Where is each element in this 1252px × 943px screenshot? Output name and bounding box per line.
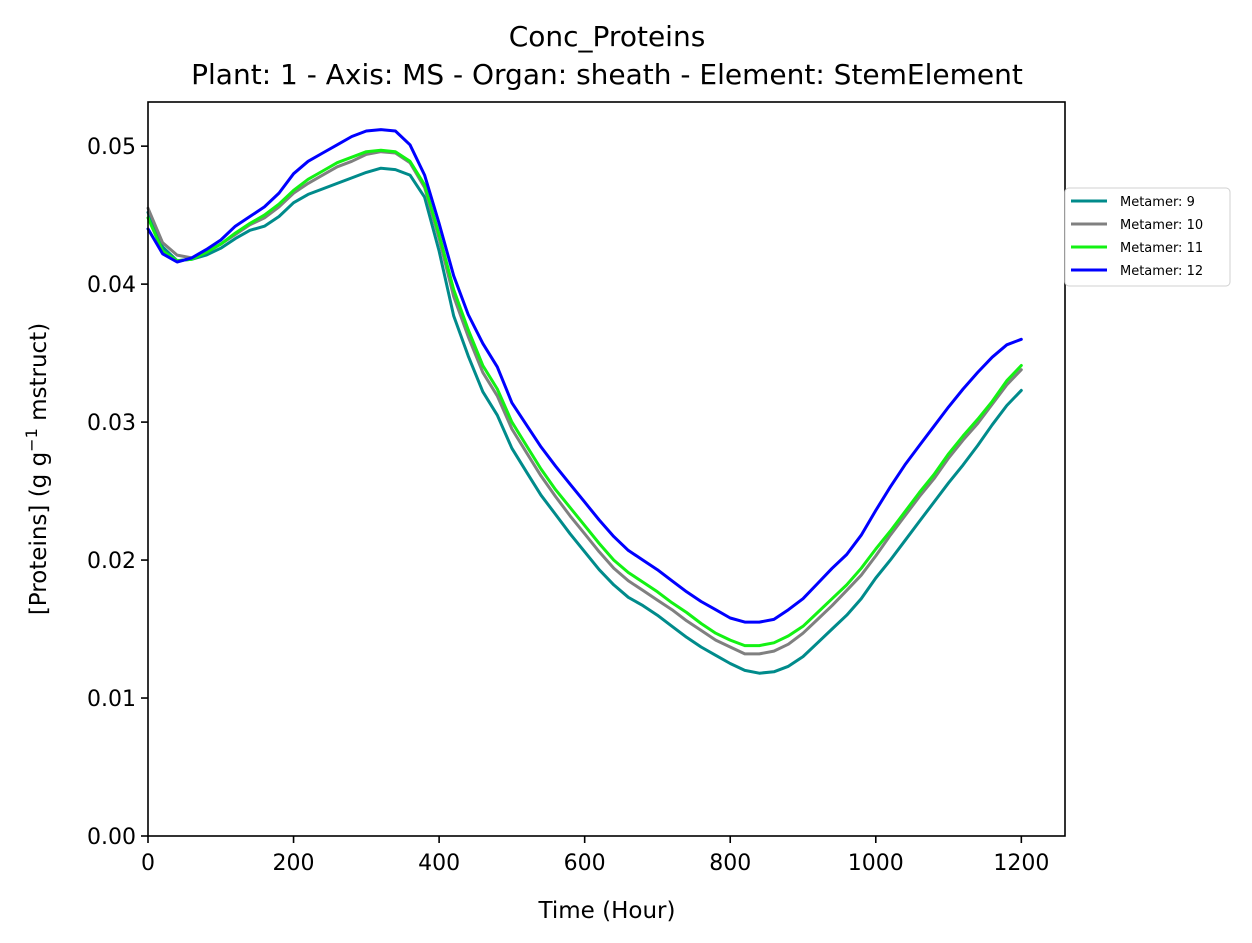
y-tick-label: 0.01 bbox=[87, 687, 136, 712]
chart-subtitle: Plant: 1 - Axis: MS - Organ: sheath - El… bbox=[191, 58, 1023, 91]
plot-frame bbox=[147, 101, 1066, 837]
x-axis-label: Time (Hour) bbox=[538, 898, 676, 924]
x-tick-label: 800 bbox=[709, 851, 751, 876]
plot-lines bbox=[146, 128, 1023, 675]
y-tick-label: 0.04 bbox=[87, 273, 136, 298]
x-tick-label: 1000 bbox=[848, 851, 904, 876]
y-axis-label-main: [Proteins] (g g bbox=[26, 452, 52, 615]
y-tick-label: 0.03 bbox=[87, 411, 136, 436]
y-tick-label: 0.05 bbox=[87, 135, 136, 160]
legend-box bbox=[1064, 187, 1231, 287]
series-line-metamer-10 bbox=[146, 150, 1023, 656]
chart-title-group: Conc_Proteins Plant: 1 - Axis: MS - Orga… bbox=[191, 20, 1023, 91]
x-tick-label: 600 bbox=[564, 851, 606, 876]
series-line-metamer-11 bbox=[146, 148, 1023, 648]
y-tick-label: 0.02 bbox=[87, 549, 136, 574]
y-axis-label-exponent: −1 bbox=[22, 428, 41, 452]
x-tick-label: 0 bbox=[141, 851, 155, 876]
y-axis-label-tail: mstruct) bbox=[26, 323, 52, 428]
x-axis: 0 200 400 600 800 1000 1200 bbox=[141, 836, 1049, 876]
x-tick-label: 400 bbox=[418, 851, 460, 876]
x-tick-label: 200 bbox=[273, 851, 315, 876]
y-axis-label: [Proteins] (g g−1 mstruct) bbox=[22, 323, 52, 615]
legend-label: Metamer: 9 bbox=[1120, 195, 1195, 210]
y-axis: 0.00 0.01 0.02 0.03 0.04 0.05 bbox=[87, 135, 148, 850]
legend-label: Metamer: 11 bbox=[1120, 241, 1203, 256]
legend-label: Metamer: 10 bbox=[1120, 218, 1203, 233]
legend: Metamer: 9 Metamer: 10 Metamer: 11 Metamer:… bbox=[1064, 187, 1231, 287]
series-line-metamer-9 bbox=[146, 166, 1023, 675]
chart-title: Conc_Proteins bbox=[509, 20, 706, 53]
x-tick-label: 1200 bbox=[993, 851, 1049, 876]
y-tick-label: 0.00 bbox=[87, 825, 136, 850]
legend-label: Metamer: 12 bbox=[1120, 264, 1203, 279]
series-line-metamer-12 bbox=[146, 128, 1023, 624]
